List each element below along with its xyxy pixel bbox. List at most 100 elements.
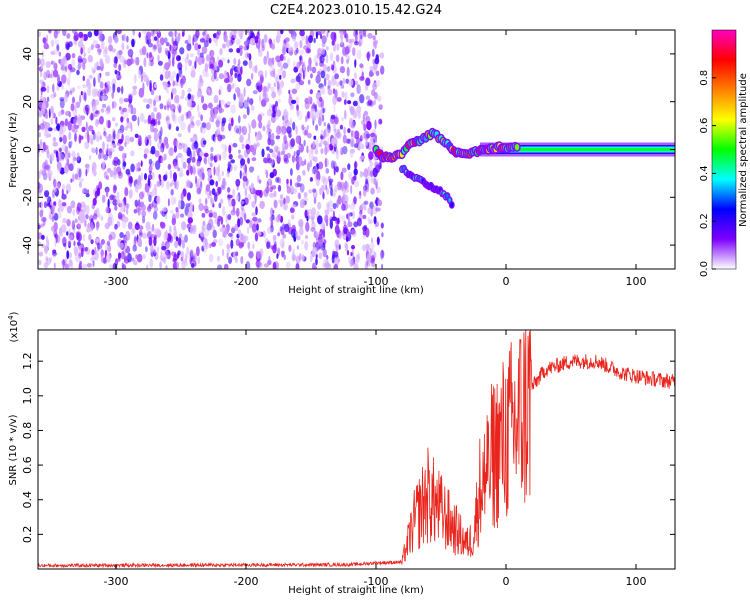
noise-speckle [130,150,135,157]
noise-speckle [211,199,214,205]
noise-speckle [123,98,129,103]
noise-speckle [124,187,129,197]
noise-speckle [65,110,71,116]
noise-speckle [369,170,374,177]
noise-speckle [289,117,292,127]
noise-speckle [227,187,231,193]
noise-speckle [291,204,297,209]
noise-speckle [233,34,237,39]
noise-speckle [307,65,310,73]
noise-speckle [84,131,90,140]
noise-speckle [258,262,263,268]
noise-speckle [319,139,325,144]
noise-speckle [296,182,302,188]
noise-speckle [340,147,344,156]
noise-speckle [186,180,193,188]
y-tick-label: 1.0 [21,387,34,405]
noise-speckle [137,116,140,127]
noise-speckle [178,199,182,209]
noise-speckle [95,221,99,231]
noise-speckle [337,258,341,263]
noise-speckle [137,237,142,247]
noise-speckle [168,123,171,130]
noise-speckle [224,145,227,153]
noise-speckle [324,158,329,168]
noise-speckle [122,264,127,269]
noise-speckle [242,60,248,66]
noise-speckle [86,228,91,233]
noise-speckle [192,37,195,46]
noise-speckle [289,207,295,214]
noise-speckle [273,82,276,88]
noise-speckle [325,73,330,81]
noise-speckle [113,130,116,140]
noise-speckle [66,205,72,214]
noise-speckle [125,168,131,175]
noise-speckle [329,52,334,62]
noise-speckle [261,45,265,52]
noise-speckle [327,88,333,96]
noise-speckle [79,260,82,265]
noise-speckle [76,223,81,230]
noise-speckle [375,221,380,228]
noise-speckle [154,95,160,103]
noise-speckle [301,254,305,261]
noise-speckle [45,69,51,79]
noise-speckle [256,142,260,148]
noise-speckle [112,117,116,122]
noise-speckle [45,128,49,136]
snr-panel: -300 -200 -100 0 100 0.20.40.60.81.01.2 Heig… [7,311,676,596]
noise-speckle [340,38,344,46]
noise-speckle [153,36,158,41]
noise-speckle [42,37,47,44]
noise-speckle [62,258,65,269]
noise-speckle [104,85,109,95]
noise-speckle [308,57,312,67]
noise-speckle [207,89,213,97]
noise-speckle [70,140,73,146]
noise-speckle [177,167,180,172]
noise-speckle [43,71,47,81]
noise-speckle [180,122,186,130]
noise-speckle [320,108,323,117]
noise-speckle [362,33,367,38]
y-tick-label: 0.4 [21,491,34,509]
noise-speckle [372,58,375,65]
colorbar-tick-label: 0.2 [699,213,710,229]
noise-speckle [52,249,57,254]
noise-speckle [46,96,50,102]
noise-speckle [165,264,168,269]
noise-speckle [362,244,367,252]
noise-speckle [273,145,279,152]
noise-speckle [360,155,366,160]
noise-speckle [40,87,47,92]
noise-speckle [377,95,382,102]
x-tick-label: -100 [364,275,389,288]
noise-speckle [163,37,168,44]
noise-speckle [248,250,254,258]
noise-speckle [362,214,367,220]
noise-speckle [157,141,161,150]
noise-speckle [238,58,241,66]
noise-speckle [334,224,340,235]
noise-speckle [53,262,56,269]
noise-speckle [296,61,301,69]
noise-speckle [153,30,156,35]
noise-speckle [265,186,270,194]
noise-speckle [85,168,88,177]
noise-speckle [76,241,81,246]
y-tick-label: 1.2 [21,352,34,370]
noise-speckle [204,238,208,248]
noise-speckle [267,121,271,127]
noise-speckle [298,49,305,55]
noise-speckle [326,31,329,38]
noise-speckle [118,252,122,259]
noise-speckle [114,36,119,44]
x-tick-label: -100 [364,575,389,588]
noise-speckle [108,212,113,220]
noise-speckle [338,231,343,240]
noise-speckle [365,138,368,147]
noise-speckle [367,253,372,263]
noise-speckle [319,96,323,102]
